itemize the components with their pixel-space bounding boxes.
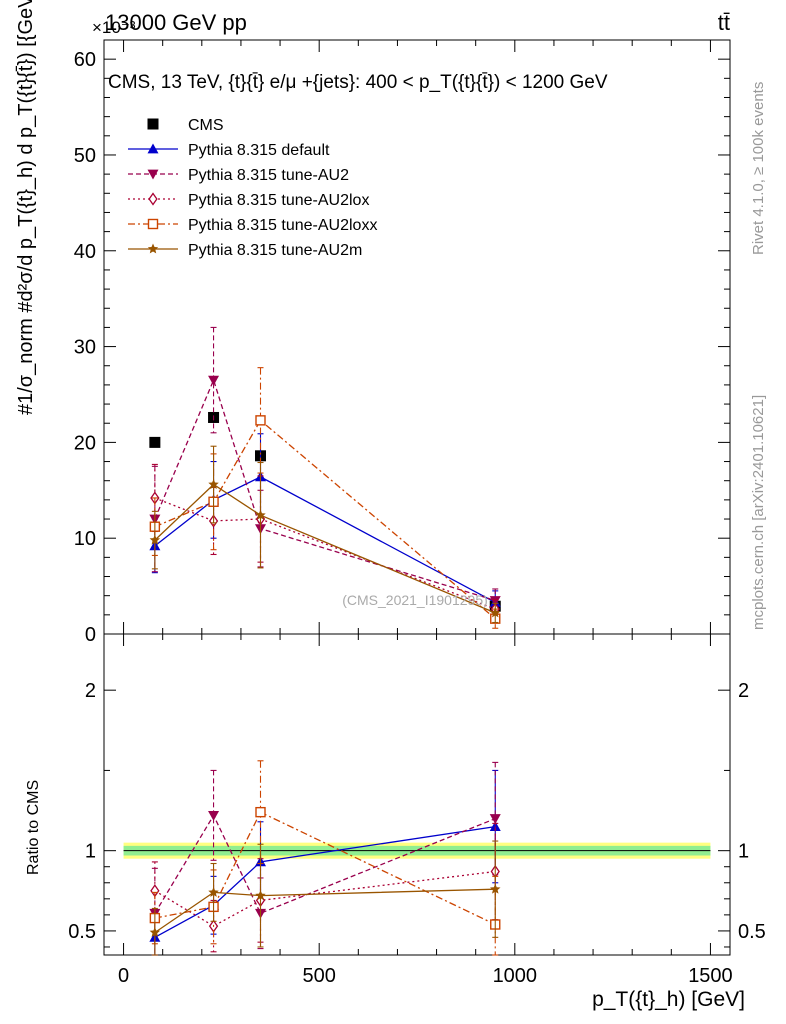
- data-point: [208, 886, 219, 897]
- side-label-rivet: Rivet 4.1.0, ≥ 100k events: [750, 82, 767, 255]
- x-axis-label: p_T({t}_h) [GeV]: [592, 988, 745, 1011]
- y-tick-label: 0: [85, 624, 96, 646]
- data-point: [149, 436, 161, 448]
- legend-entry: Pythia 8.315 tune-AU2loxx: [128, 217, 377, 234]
- series-pythia-8-315-default: [149, 433, 501, 615]
- series-line: [154, 419, 496, 620]
- ratio-panel-frame: [103, 633, 731, 956]
- legend-label: Pythia 8.315 tune-AU2m: [188, 242, 362, 259]
- ratio-y-axis-label: Ratio to CMS: [25, 780, 42, 875]
- legend-entry: CMS: [147, 117, 224, 134]
- y-tick-label: 20: [74, 432, 96, 454]
- legend-marker: [147, 143, 159, 154]
- series-pythia-8-315-default: [149, 769, 501, 956]
- legend-entry: Pythia 8.315 tune-AU2lox: [128, 192, 369, 209]
- series-pythia-8-315-tune-au2m: [149, 840, 501, 956]
- legend-marker: [147, 118, 159, 130]
- chart-title: CMS, 13 TeV, {t}{t̄} e/μ +{jets}: 400 < …: [108, 72, 608, 93]
- series-pythia-8-315-tune-au2m: [149, 445, 501, 624]
- data-point: [489, 814, 501, 825]
- legend-marker: [147, 169, 159, 180]
- legend-label: Pythia 8.315 default: [188, 142, 330, 159]
- y-tick-label: 2: [85, 680, 96, 702]
- legend-marker: [147, 243, 159, 254]
- y-tick-label-right: 2: [738, 680, 749, 702]
- data-point: [255, 415, 266, 426]
- data-point: [149, 927, 161, 937]
- series-line: [154, 476, 496, 603]
- series-line: [154, 811, 496, 926]
- data-point: [490, 607, 501, 618]
- series-pythia-8-315-tune-au2: [149, 326, 501, 613]
- legend-entry: Pythia 8.315 default: [128, 142, 330, 159]
- y-tick-label-right: 1: [738, 841, 749, 863]
- series-line: [154, 825, 496, 938]
- y-axis-label: #1/σ_norm #d²σ/d p_T({t}_h) d p_T({t}{t̄…: [15, 0, 37, 415]
- main-panel: 0 10 20 30 40 50 60 CMS, 13 TeV, {t}{t̄} e/μ +{…: [15, 0, 731, 646]
- legend-marker: [148, 192, 158, 206]
- legend-marker: [147, 218, 159, 230]
- data-point: [255, 806, 266, 818]
- data-point: [149, 534, 161, 545]
- legend-entry: Pythia 8.315 tune-AU2: [128, 167, 349, 184]
- data-point: [255, 509, 266, 520]
- y-tick-label: 1: [85, 841, 96, 863]
- legend: CMS Pythia 8.315 default Pythia 8.315 tune…: [128, 117, 377, 259]
- y-tick-label-right: 0.5: [738, 921, 766, 943]
- watermark: (CMS_2021_I1901295): [342, 592, 488, 608]
- series-line: [154, 814, 496, 915]
- y-tick-label: 30: [74, 337, 96, 359]
- x-tick-label: 500: [303, 965, 336, 987]
- series-line: [154, 870, 496, 927]
- y-tick-label: 60: [74, 49, 96, 71]
- exponent-label: ×10⁻³: [92, 18, 136, 37]
- side-label-mcplots: mcplots.cern.ch [arXiv:2401.10621]: [750, 395, 767, 630]
- legend-entry: Pythia 8.315 tune-AU2m: [128, 242, 362, 259]
- process-label: tt̄: [718, 10, 730, 35]
- legend-label: CMS: [188, 117, 224, 134]
- legend-label: Pythia 8.315 tune-AU2loxx: [188, 217, 377, 234]
- data-point: [255, 890, 266, 901]
- series-line: [154, 888, 496, 934]
- x-tick-label: 1000: [493, 965, 538, 987]
- y-tick-label: 0.5: [68, 921, 96, 943]
- series-line: [154, 378, 496, 602]
- data-point: [489, 821, 501, 831]
- y-tick-label: 10: [74, 528, 96, 550]
- x-tick-label: 1500: [688, 965, 733, 987]
- energy-label: 13000 GeV pp: [105, 10, 247, 35]
- data-point: [490, 883, 501, 894]
- y-tick-label: 50: [74, 145, 96, 167]
- legend-label: Pythia 8.315 tune-AU2lox: [188, 192, 369, 209]
- series-line: [154, 483, 496, 614]
- data-point: [208, 810, 220, 821]
- legend-label: Pythia 8.315 tune-AU2: [188, 167, 349, 184]
- data-point: [208, 479, 219, 489]
- x-tick-label: 0: [118, 965, 129, 987]
- data-point: [208, 375, 220, 386]
- y-tick-label: 40: [74, 241, 96, 263]
